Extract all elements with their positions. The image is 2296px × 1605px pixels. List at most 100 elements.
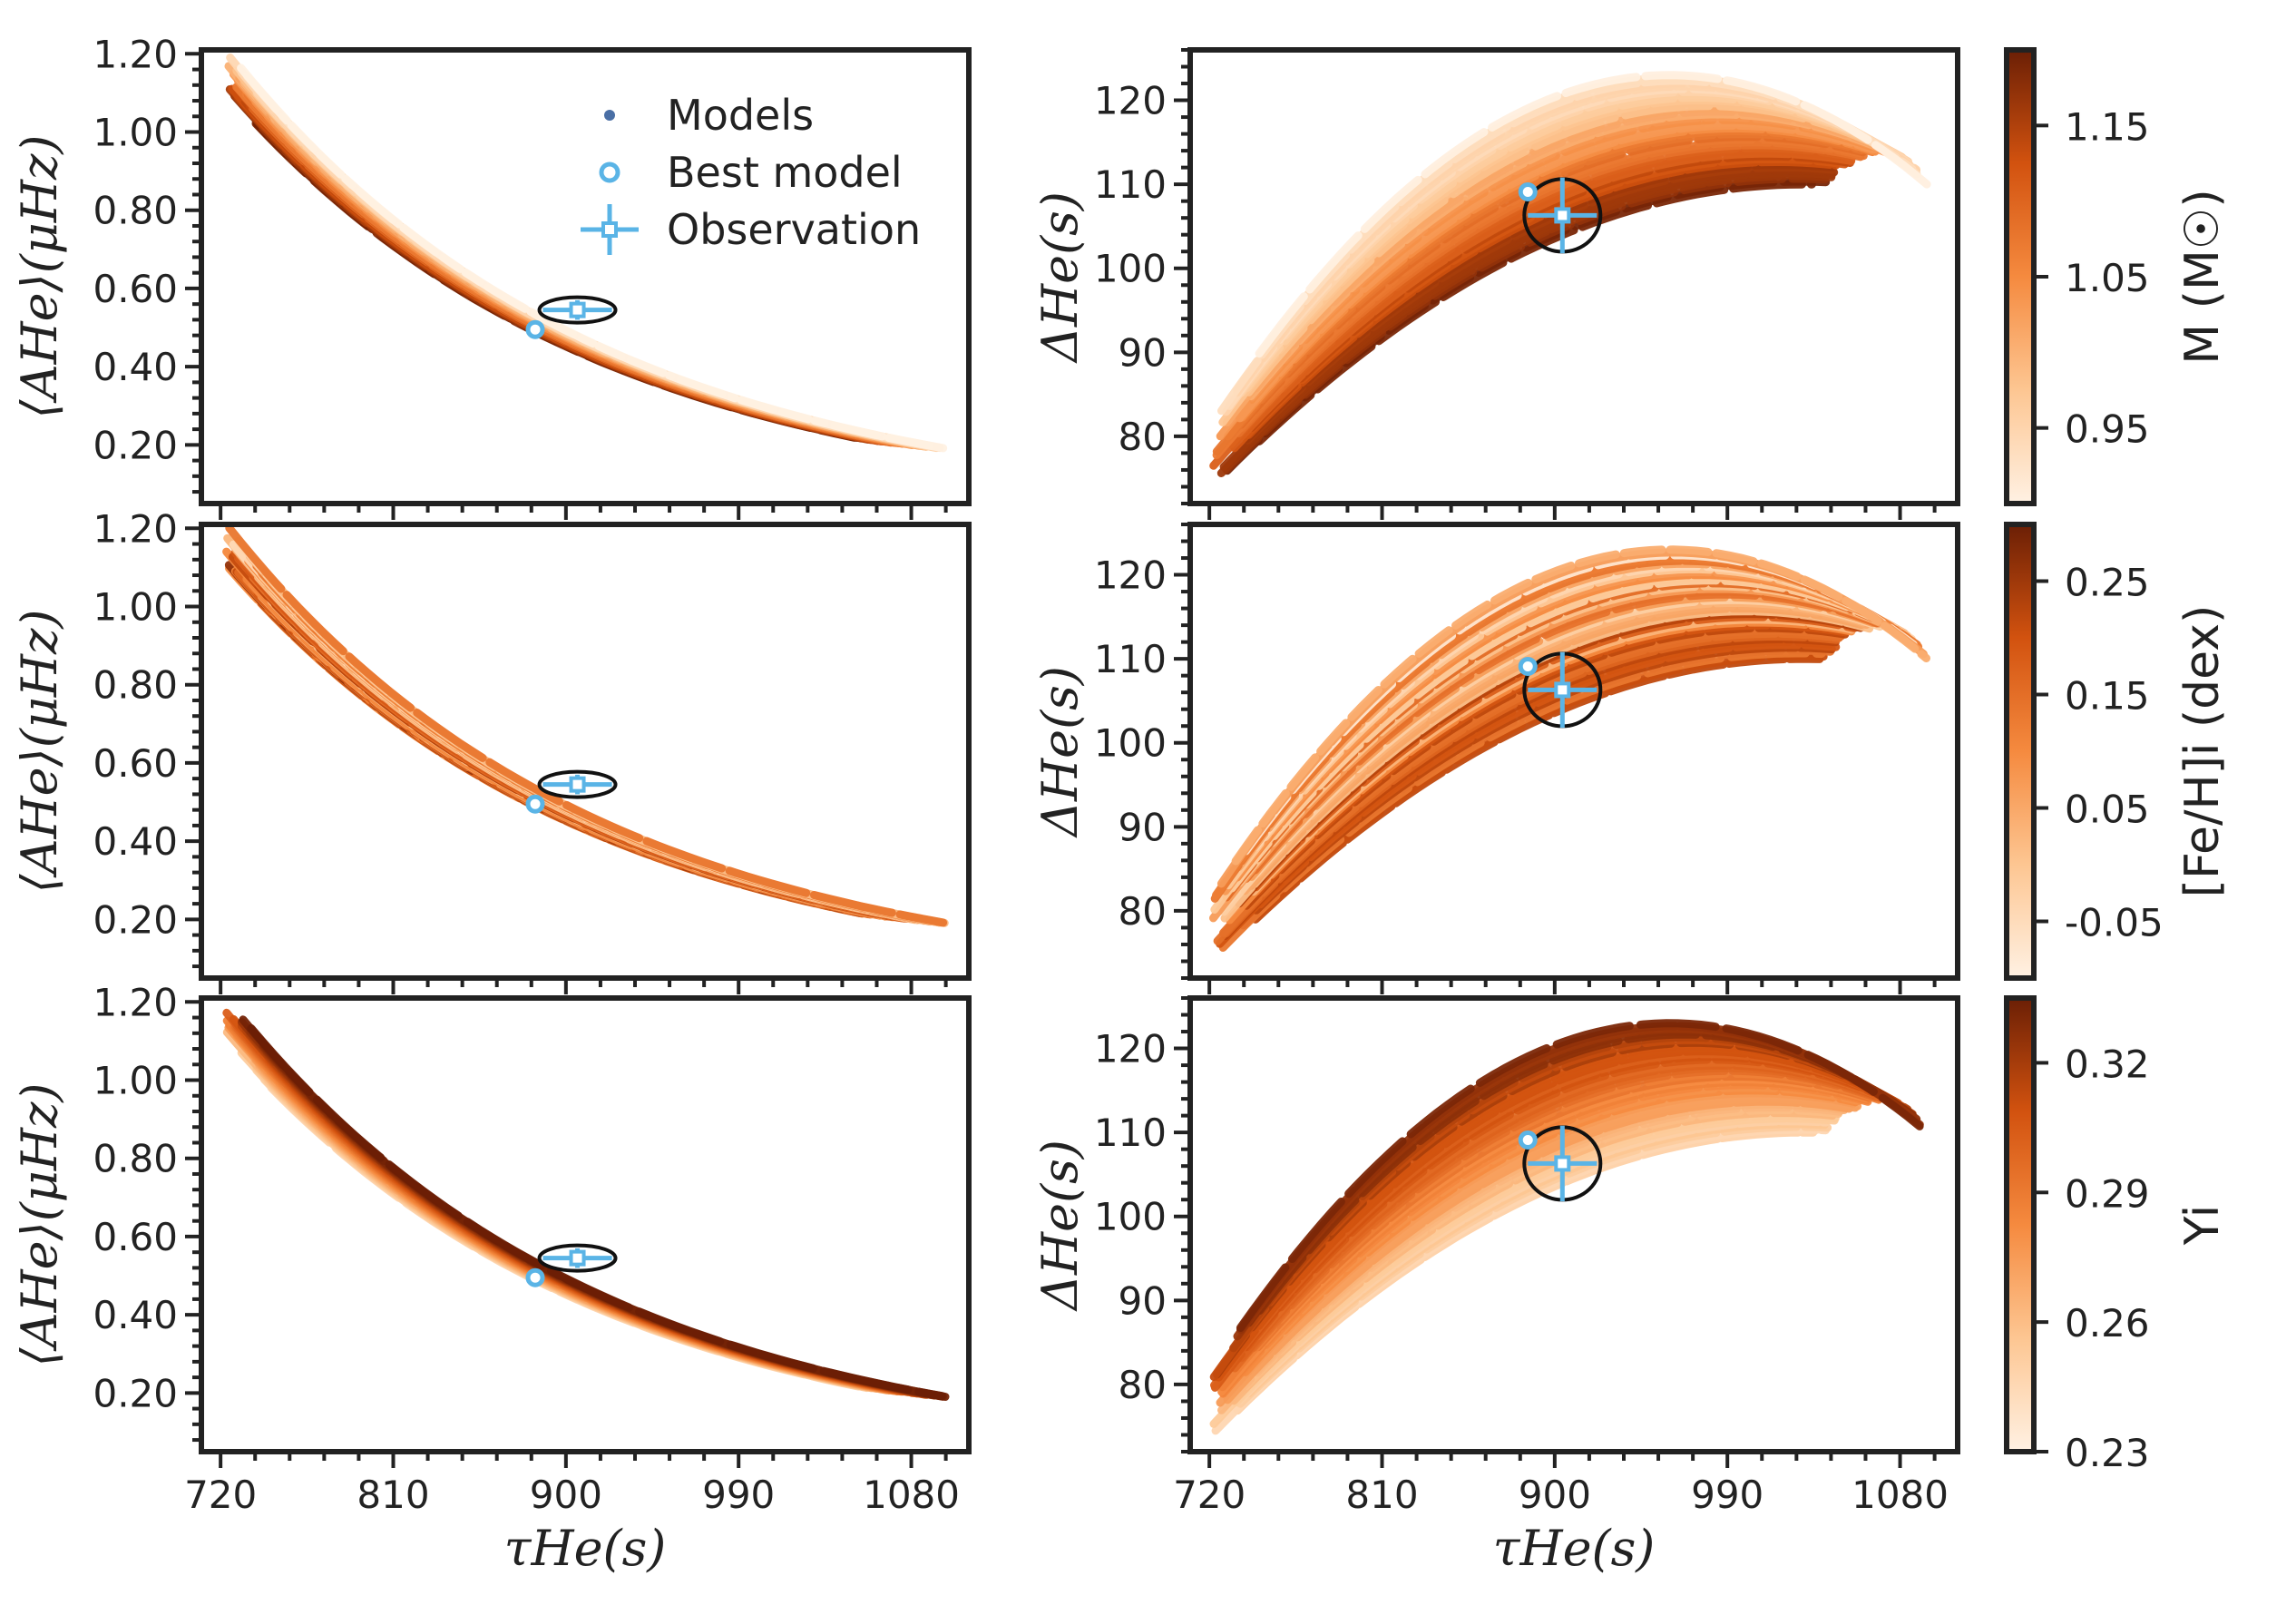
best-model-marker [525, 1267, 545, 1287]
model-track [257, 598, 865, 917]
colorbar-tick-label: 0.05 [2065, 788, 2150, 832]
y-tick-label: 1.00 [93, 1059, 178, 1103]
y-tick-label: 0.60 [93, 267, 178, 311]
model-track [244, 557, 921, 924]
observation-ellipse [537, 295, 618, 325]
model-track [232, 83, 897, 447]
y-tick-label: 90 [1119, 1278, 1167, 1323]
colorbar-gradient [2007, 524, 2034, 978]
model-track [229, 1014, 917, 1397]
observation-ellipse [537, 1243, 618, 1273]
y-tick-label: 0.40 [93, 1293, 178, 1337]
colorbar-title: [Fe/H]i (dex) [2175, 605, 2230, 898]
y-tick-label: 0.60 [93, 1215, 178, 1259]
model-track [224, 62, 923, 450]
model-track [245, 566, 910, 923]
y-tick-label: 0.80 [93, 1137, 178, 1181]
legend-models-marker [604, 110, 615, 121]
model-track [252, 562, 940, 926]
model-track [228, 84, 881, 445]
colorbar-tick-label: 0.26 [2065, 1301, 2150, 1346]
y-axis-title: ⟨AHe⟩(μHz) [11, 610, 68, 894]
model-track [225, 1020, 902, 1395]
model-track [255, 1061, 885, 1394]
model-track [259, 1041, 947, 1401]
panel-middle-right: 80 90 100 110 120 ΔHe(s) [1031, 522, 1960, 994]
model-tracks [1209, 1019, 1924, 1435]
model-track [251, 1053, 894, 1395]
model-track [239, 78, 928, 451]
model-track [230, 567, 873, 919]
x-tick-label: 990 [702, 1473, 775, 1517]
model-track [259, 1075, 867, 1392]
model-tracks [224, 54, 948, 453]
colorbar-tick-label: 1.05 [2065, 256, 2150, 300]
model-track [248, 580, 890, 921]
y-tick-label: 100 [1094, 247, 1167, 291]
colorbar-0: 1.15 1.05 0.95 M (M☉) [2004, 47, 2230, 506]
best-model-marker [525, 319, 545, 339]
y-tick-label: 80 [1119, 415, 1167, 459]
y-tick-label: 1.20 [93, 506, 178, 551]
y-tick-label: 1.20 [93, 980, 178, 1024]
model-track [259, 1041, 947, 1401]
x-tick-label: 810 [1345, 1473, 1418, 1517]
model-track [249, 580, 891, 921]
model-track [222, 1008, 922, 1398]
y-tick-label: 1.00 [93, 585, 178, 630]
panel-bottom-right: 720 810 900 990 1080 τHe(s) 80 90 100 110 120 ΔHe(s… [1031, 995, 1960, 1577]
panel-frame [1187, 522, 1960, 981]
model-track [252, 578, 894, 921]
x-tick-label: 720 [1173, 1473, 1246, 1517]
model-track [249, 580, 892, 921]
model-track [246, 1027, 934, 1399]
y-tick-label: 100 [1094, 1195, 1167, 1239]
panel-bottom-left: 720 810 900 990 1080 τHe(s) 0.20 0.40 0.60 0.80 1.… [11, 980, 972, 1577]
model-track [254, 582, 896, 921]
y-tick-label: 120 [1094, 1027, 1167, 1072]
model-track [259, 573, 923, 925]
colorbar-tick-label: -0.05 [2065, 901, 2164, 945]
model-track [237, 1049, 867, 1392]
y-tick-label: 0.40 [93, 819, 178, 864]
colorbar-tick-label: 0.32 [2065, 1042, 2150, 1086]
x-tick-label: 720 [184, 1473, 257, 1517]
y-tick-label: 80 [1119, 1363, 1167, 1407]
model-track [1236, 1019, 1924, 1332]
x-axis-title: τHe(s) [504, 1520, 667, 1577]
colorbar-tick-label: 0.95 [2065, 407, 2150, 452]
y-axis-title: ⟨AHe⟩(μHz) [11, 1083, 68, 1367]
y-tick-label: 80 [1119, 889, 1167, 934]
y-tick-label: 110 [1094, 162, 1167, 207]
model-tracks [222, 1008, 950, 1401]
model-track [228, 553, 894, 921]
model-track [224, 1023, 889, 1394]
colorbar-2: 0.32 0.29 0.26 0.23 Yi [2004, 995, 2230, 1475]
model-track [225, 1022, 902, 1395]
model-track [267, 1083, 863, 1391]
model-track [234, 568, 875, 919]
best-model-marker [1518, 656, 1538, 676]
model-track [231, 545, 920, 924]
model-track [241, 1026, 930, 1399]
best-model-marker [525, 794, 545, 814]
model-track [252, 87, 941, 452]
x-tick-label: 900 [1519, 1473, 1591, 1517]
x-axis-title: τHe(s) [1493, 1520, 1656, 1577]
best-model-marker [1518, 1130, 1538, 1150]
legend-obs-marker [601, 221, 618, 238]
model-track [225, 524, 948, 927]
best-model-marker [1518, 181, 1538, 201]
model-track [231, 1023, 908, 1396]
y-tick-label: 1.00 [93, 111, 178, 155]
colorbar-tick-label: 0.15 [2065, 674, 2150, 719]
y-tick-label: 0.80 [93, 189, 178, 233]
model-track [268, 1079, 875, 1393]
model-track [263, 1076, 871, 1392]
model-track [266, 1055, 931, 1399]
model-track [234, 554, 911, 924]
model-track [267, 596, 897, 922]
model-track [234, 83, 899, 447]
model-track [232, 66, 932, 451]
